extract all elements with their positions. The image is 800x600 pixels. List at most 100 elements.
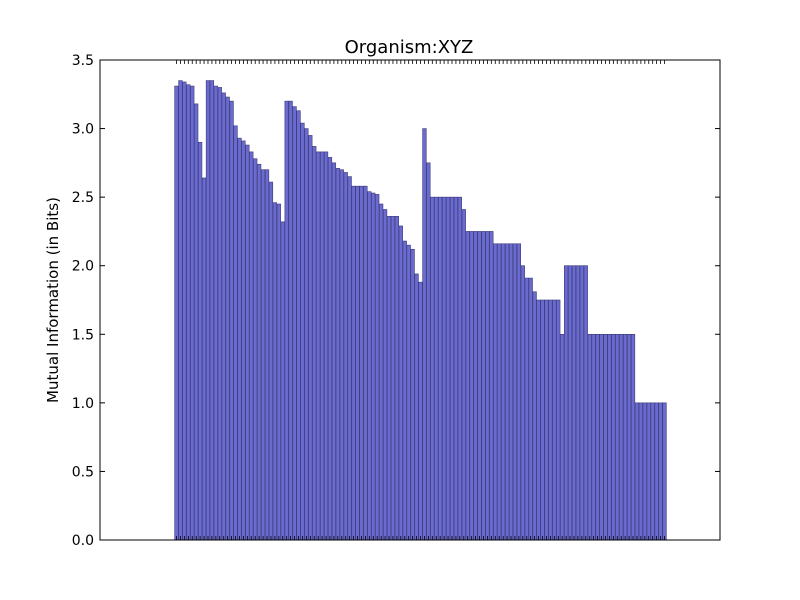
bar xyxy=(253,158,258,541)
bar xyxy=(430,196,435,541)
y-axis-ticks: 0.0 0.5 1.0 1.5 2.0 2.5 3.0 3.5 xyxy=(72,53,720,549)
bar xyxy=(501,243,506,541)
bar xyxy=(461,209,466,541)
bar xyxy=(544,299,549,541)
y-tick-label: 3.0 xyxy=(72,122,94,138)
bar xyxy=(481,231,486,541)
bar xyxy=(351,185,356,541)
bar xyxy=(264,169,270,541)
bar xyxy=(280,221,285,541)
bar xyxy=(390,216,396,541)
bar xyxy=(418,281,423,541)
y-tick-label: 3.5 xyxy=(72,53,94,69)
y-tick-label: 0.5 xyxy=(72,464,94,480)
bar xyxy=(316,151,321,541)
bar xyxy=(552,299,557,541)
bar xyxy=(194,103,199,541)
bar xyxy=(276,203,281,541)
bar xyxy=(611,333,616,541)
bar xyxy=(489,231,494,541)
bar xyxy=(658,402,663,541)
bar xyxy=(441,196,447,541)
bar xyxy=(615,333,620,541)
bar xyxy=(355,185,360,541)
bar xyxy=(375,194,380,541)
bar xyxy=(272,202,277,541)
bar xyxy=(178,80,183,541)
bar xyxy=(426,162,431,541)
y-tick-label: 0.0 xyxy=(72,533,94,549)
bar xyxy=(563,265,569,541)
bar xyxy=(245,144,250,541)
bar xyxy=(556,299,561,541)
bar xyxy=(406,244,411,541)
bar xyxy=(434,196,439,541)
x-axis-ticks xyxy=(176,60,665,540)
bar xyxy=(449,196,455,541)
bar xyxy=(394,216,399,541)
bar xyxy=(650,402,655,541)
bar xyxy=(603,333,608,541)
bar xyxy=(465,231,470,541)
bar xyxy=(402,240,407,541)
bar xyxy=(237,137,242,541)
bar xyxy=(339,169,344,541)
bar xyxy=(516,243,522,541)
bar xyxy=(536,299,541,541)
bar xyxy=(524,277,529,541)
bar xyxy=(587,333,592,541)
bar xyxy=(638,402,644,541)
bar xyxy=(560,333,565,541)
bar xyxy=(583,265,588,541)
bar xyxy=(296,110,301,541)
bar xyxy=(233,125,238,541)
bar xyxy=(646,402,651,541)
bar xyxy=(548,299,553,541)
bar xyxy=(469,231,474,541)
bar xyxy=(634,402,640,541)
y-tick-label: 1.0 xyxy=(72,396,94,412)
bar xyxy=(607,333,612,541)
bar xyxy=(221,92,226,541)
bar xyxy=(508,243,514,541)
bar xyxy=(382,209,388,541)
bar xyxy=(308,135,313,541)
bar xyxy=(623,333,628,541)
bar xyxy=(201,177,207,541)
bar xyxy=(225,96,230,541)
bar xyxy=(567,265,573,541)
bar xyxy=(520,265,525,541)
bar xyxy=(497,243,502,541)
bar xyxy=(512,243,518,541)
bar xyxy=(304,128,309,541)
bar xyxy=(528,277,533,541)
bar xyxy=(335,168,340,541)
bar xyxy=(300,122,305,541)
bar xyxy=(591,333,596,541)
bar xyxy=(198,141,203,541)
bar xyxy=(599,333,604,541)
bar xyxy=(453,196,459,541)
bar xyxy=(213,85,218,541)
bar xyxy=(595,333,600,541)
bar xyxy=(386,216,392,541)
bar xyxy=(284,100,289,541)
bar xyxy=(319,151,325,541)
bar xyxy=(371,192,376,541)
bar xyxy=(363,185,368,541)
bar xyxy=(473,231,478,541)
bar xyxy=(398,225,403,541)
bar xyxy=(241,140,246,541)
y-tick-label: 1.5 xyxy=(72,327,94,343)
bar xyxy=(662,402,667,541)
bar xyxy=(182,81,187,541)
bar xyxy=(249,151,254,541)
bar xyxy=(477,231,482,541)
bar xyxy=(367,191,372,541)
bar xyxy=(575,265,581,541)
bar xyxy=(217,87,222,541)
bar xyxy=(571,265,577,541)
bar xyxy=(493,243,498,541)
bar xyxy=(174,85,179,541)
